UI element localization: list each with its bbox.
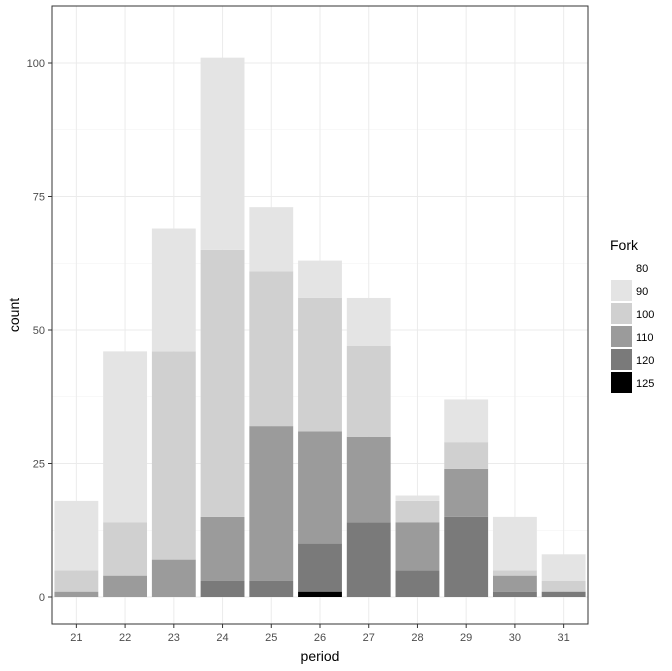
legend-label-110: 110: [636, 332, 654, 344]
y-tick-label: 25: [33, 459, 45, 471]
bar-segment-24-120: [200, 580, 245, 597]
bar-segment-28-110: [395, 522, 440, 571]
bar-segment-26-100: [298, 297, 342, 432]
bar-segment-24-110: [200, 516, 245, 581]
bar-segment-22-100: [103, 522, 148, 576]
bar-segment-27-100: [346, 346, 391, 437]
legend-key-80: [611, 257, 632, 278]
bar-segment-31-90: [541, 554, 586, 581]
bar-segment-29-90: [444, 399, 489, 443]
y-tick-label: 0: [39, 592, 45, 604]
bar-segment-26-110: [298, 431, 342, 544]
bar-segment-27-110: [346, 436, 391, 523]
bar-segment-27-90: [346, 297, 391, 347]
x-tick-label: 31: [558, 632, 570, 644]
legend-key-100: [611, 303, 632, 324]
bar-segment-22-90: [103, 351, 148, 523]
x-tick-label: 30: [509, 632, 521, 644]
bar-segment-25-120: [249, 580, 294, 597]
bar-segment-26-125: [298, 591, 342, 597]
bar-segment-29-120: [444, 516, 489, 597]
bar-segment-29-100: [444, 442, 489, 469]
x-tick-label: 25: [265, 632, 277, 644]
bar-segment-21-90: [54, 500, 99, 571]
bar-segment-24-90: [200, 57, 245, 250]
bar-segment-23-90: [151, 228, 196, 352]
legend-key-90: [611, 280, 632, 301]
x-tick-label: 24: [216, 632, 228, 644]
bar-segment-24-100: [200, 249, 245, 517]
bar-segment-25-90: [249, 207, 294, 272]
bar-segment-30-110: [492, 575, 537, 592]
x-tick-label: 21: [70, 632, 82, 644]
y-axis-label: count: [6, 298, 22, 332]
x-tick-label: 23: [168, 632, 180, 644]
bar-segment-27-120: [346, 522, 391, 597]
legend-key-120: [611, 349, 632, 370]
y-tick-label: 100: [27, 58, 45, 70]
x-tick-label: 22: [119, 632, 131, 644]
bar-segment-31-120: [541, 591, 586, 597]
legend-label-100: 100: [636, 309, 654, 321]
legend: Fork 80 90 100 110 120 125: [610, 237, 654, 393]
bar-segment-21-100: [54, 570, 99, 592]
bar-segment-22-110: [103, 575, 148, 597]
x-tick-label: 28: [411, 632, 423, 644]
x-axis: 21 22 23 24 25 26 27 28 29 30 31: [70, 624, 570, 644]
bar-segment-31-100: [541, 580, 586, 592]
legend-label-120: 120: [636, 355, 654, 367]
bar-segment-29-110: [444, 468, 489, 517]
bar-segment-25-110: [249, 426, 294, 581]
y-tick-label: 75: [33, 192, 45, 204]
bar-segment-21-110: [54, 591, 99, 597]
legend-key-125: [611, 372, 632, 393]
legend-label-80: 80: [636, 263, 648, 275]
x-tick-label: 29: [460, 632, 472, 644]
x-axis-label: period: [301, 648, 340, 664]
bar-segment-23-100: [151, 351, 196, 560]
bar-segment-28-120: [395, 570, 440, 597]
y-tick-label: 50: [33, 325, 45, 337]
bar-segment-28-90: [395, 495, 440, 501]
x-tick-label: 27: [363, 632, 375, 644]
bar-segment-26-120: [298, 543, 342, 592]
bars: [54, 57, 586, 597]
legend-label-125: 125: [636, 378, 654, 390]
bar-segment-25-100: [249, 271, 294, 427]
x-tick-label: 26: [314, 632, 326, 644]
bar-segment-28-100: [395, 500, 440, 523]
bar-segment-30-90: [492, 516, 537, 571]
bar-segment-30-100: [492, 570, 537, 576]
y-axis: 0 25 50 75 100: [27, 58, 52, 604]
bar-segment-26-90: [298, 260, 342, 298]
legend-key-110: [611, 326, 632, 347]
legend-label-90: 90: [636, 286, 648, 298]
bar-segment-23-110: [151, 559, 196, 597]
legend-title: Fork: [610, 237, 639, 253]
bar-segment-30-120: [492, 591, 537, 597]
